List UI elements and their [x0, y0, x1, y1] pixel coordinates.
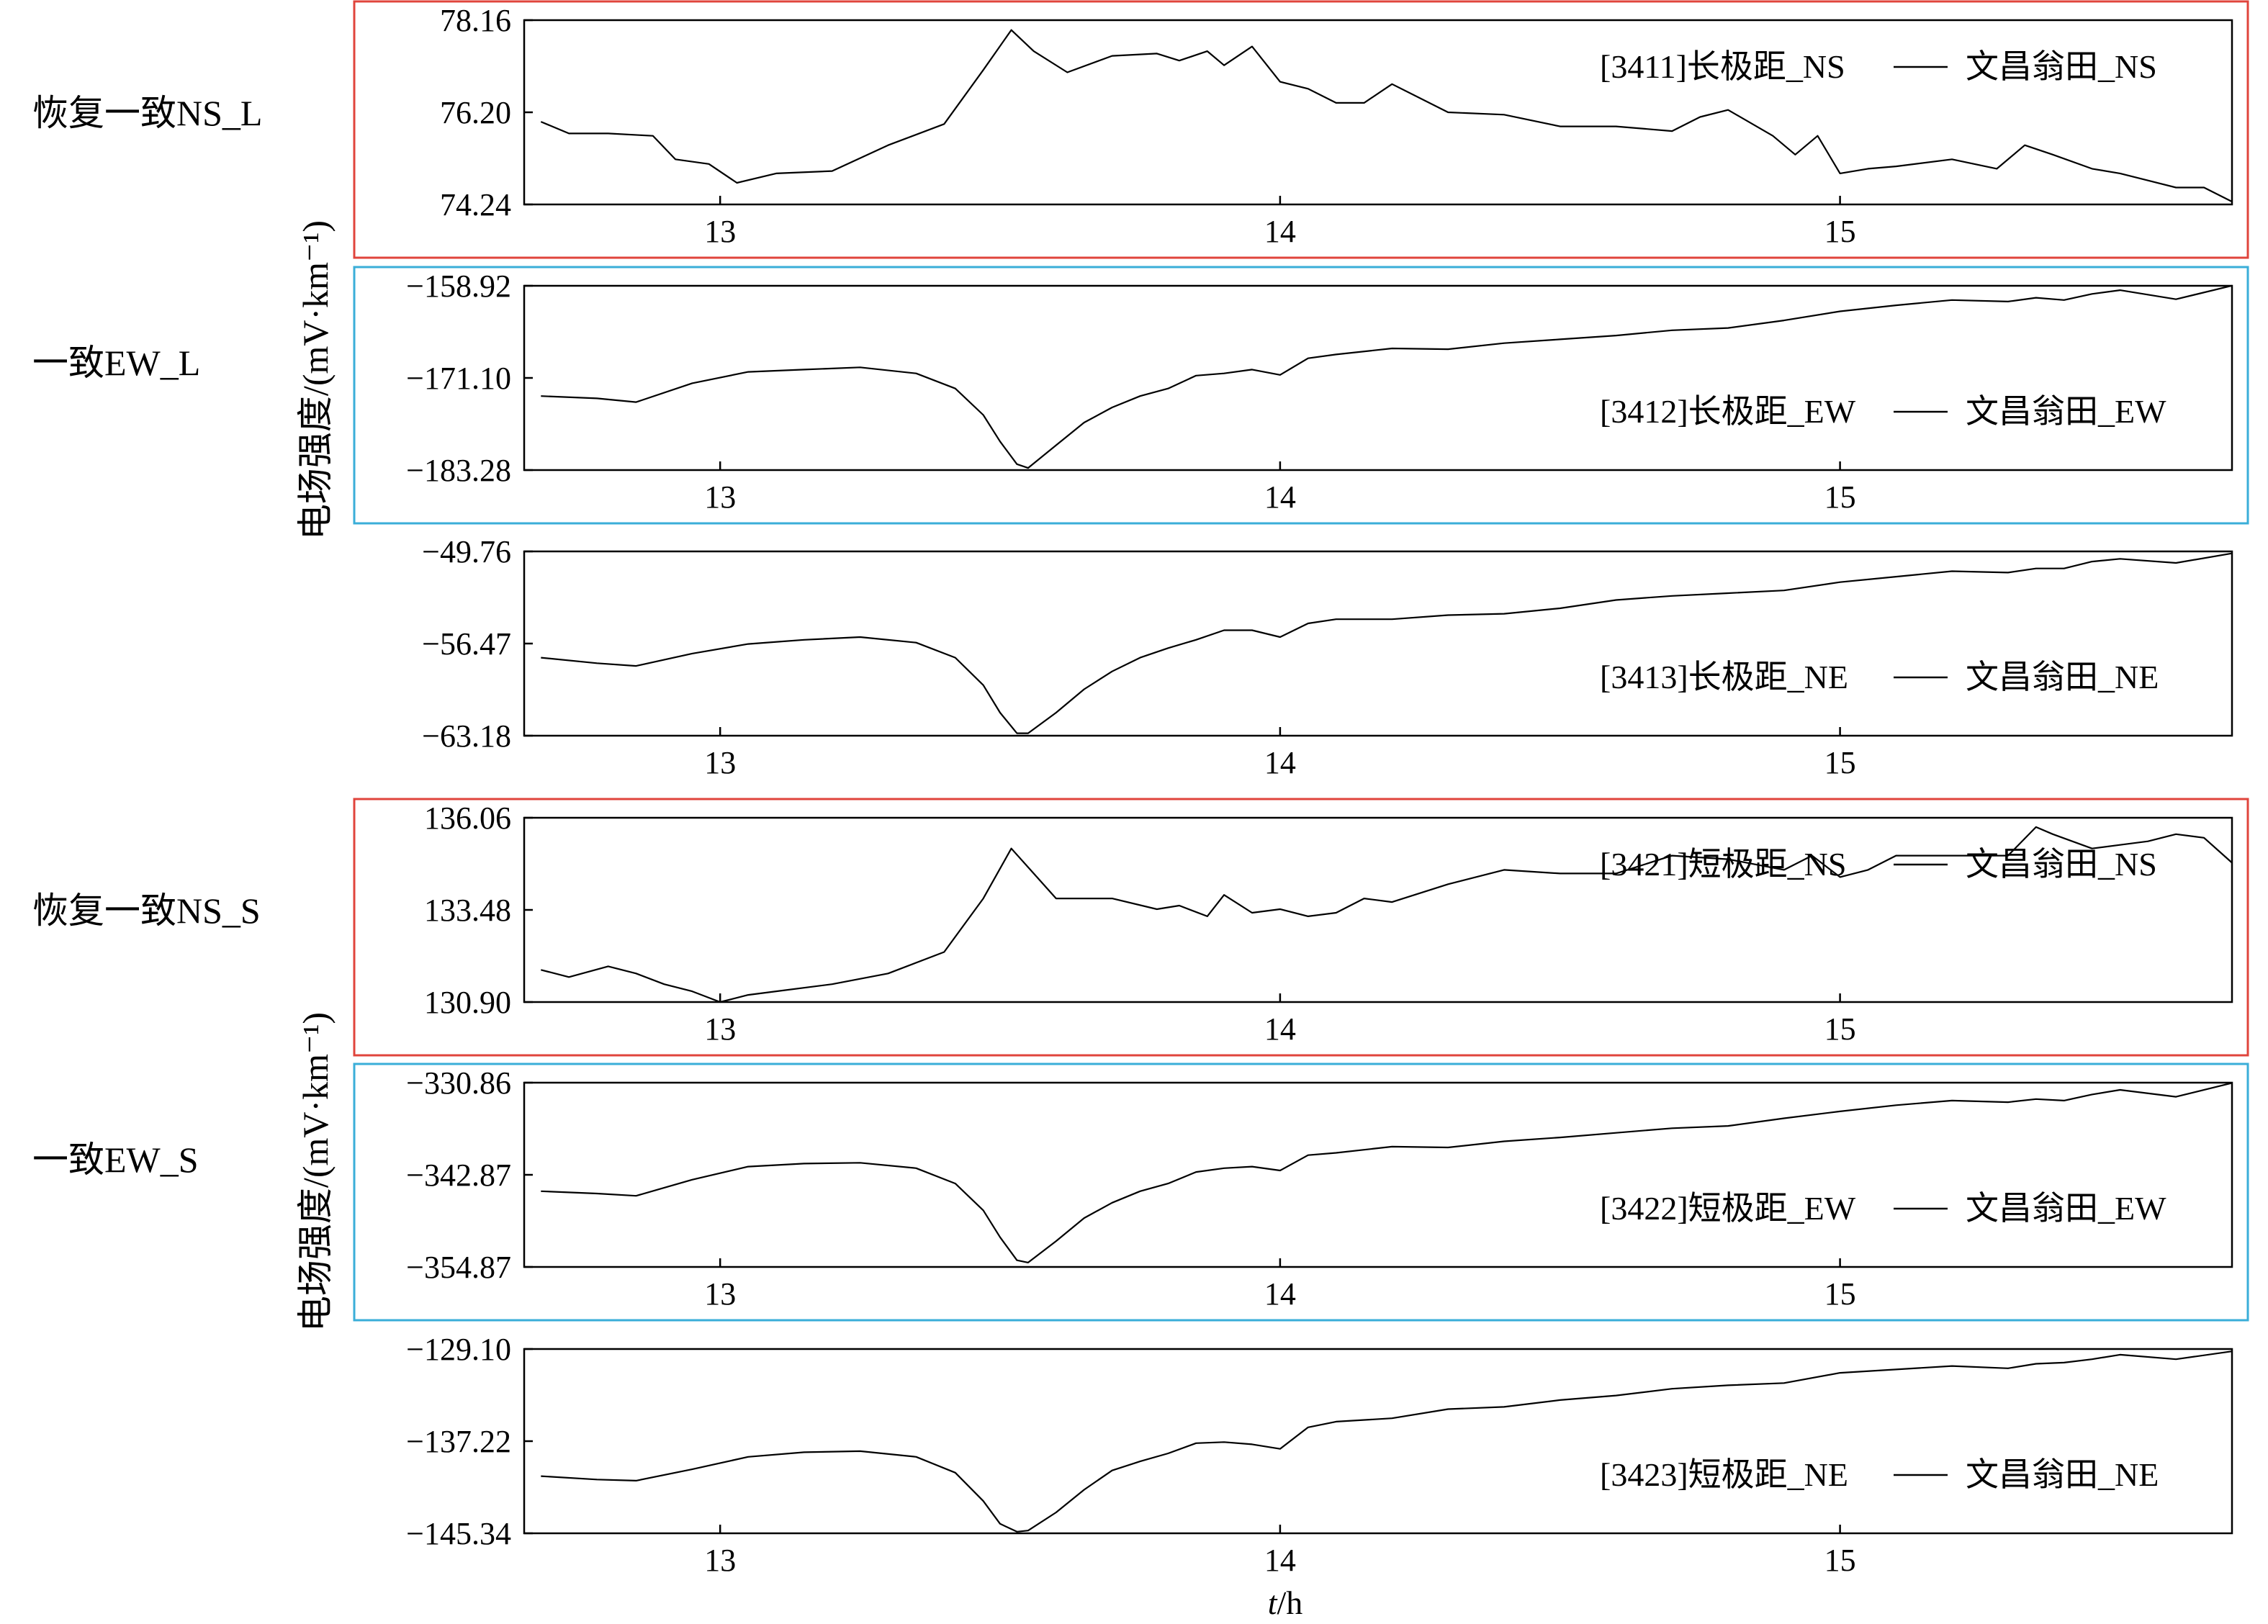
y-tick-label: −56.47 [422, 626, 511, 662]
legend: [3413]长极距_NE 文昌翁田_NE [1600, 659, 2159, 695]
legend-station-name: 文昌翁田_NE [1966, 1456, 2159, 1493]
highlight-box [353, 1063, 2249, 1322]
y-axis-label-top: 电场强度/(mV·km⁻¹) [295, 220, 336, 540]
series-line [540, 29, 2233, 203]
legend-series-name: [3411]长极距_NS [1600, 48, 1845, 85]
series-line [541, 284, 2233, 469]
y-tick-label: 133.48 [424, 893, 511, 928]
y-tick-label: −145.34 [406, 1516, 511, 1551]
y-tick-label: −330.86 [406, 1065, 511, 1101]
legend-station-name: 文昌翁田_NE [1966, 659, 2159, 695]
x-tick-label: 13 [704, 745, 736, 780]
chart-panel: 136.06 133.48 130.90 13 14 15 [3421]短极距_NS 文昌翁田… [424, 800, 2233, 1047]
side-labels: 恢复一致NS_L 一致EW_L 恢复一致NS_S 一致EW_S [32, 93, 262, 1180]
y-tick-label: 76.20 [440, 95, 511, 130]
y-tick-label: −342.87 [406, 1158, 511, 1193]
y-tick-label: −63.18 [422, 718, 511, 754]
chart-panel: 78.16 76.20 74.24 13 14 15 [3411]长极距_NS 文昌翁田_NS [440, 3, 2233, 249]
side-label: 恢复一致NS_L [32, 93, 262, 133]
x-axis-label-unit: /h [1277, 1584, 1303, 1621]
x-tick-label: 15 [1824, 214, 1856, 249]
y-tick-label: −354.87 [406, 1250, 511, 1285]
side-label: 恢复一致NS_S [32, 890, 261, 931]
chart-panel: −158.92 −171.10 −183.28 13 14 15 [3412]长极距_EW 文… [406, 269, 2233, 515]
side-label: 一致EW_L [32, 343, 200, 383]
legend-series-name: [3422]短极距_EW [1600, 1190, 1856, 1227]
chart-panel: −49.76 −56.47 −63.18 13 14 15 [3413]长极距_NE 文昌翁田… [422, 534, 2233, 780]
legend-series-name: [3421]短极距_NS [1600, 846, 1846, 883]
x-tick-label: 15 [1824, 1011, 1856, 1047]
x-tick-label: 14 [1264, 214, 1296, 249]
legend: [3421]短极距_NS 文昌翁田_NS [1600, 846, 2157, 883]
highlight-box [353, 798, 2249, 1057]
x-tick-label: 13 [704, 214, 736, 249]
legend: [3411]长极距_NS 文昌翁田_NS [1600, 48, 2157, 85]
x-tick-label: 14 [1264, 1543, 1296, 1578]
y-tick-label: −129.10 [406, 1332, 511, 1367]
x-tick-label: 15 [1824, 745, 1856, 780]
plot-frame [523, 284, 2233, 472]
x-tick-label: 14 [1264, 745, 1296, 780]
x-tick-label: 13 [704, 479, 736, 515]
x-axis-label-italic: t [1268, 1584, 1278, 1621]
series-line [541, 552, 2233, 734]
x-tick-label: 13 [704, 1543, 736, 1578]
y-tick-label: 78.16 [440, 3, 511, 38]
series-line [541, 1350, 2233, 1533]
x-tick-label: 15 [1824, 1276, 1856, 1312]
legend-series-name: [3423]短极距_NE [1600, 1456, 1848, 1493]
legend-station-name: 文昌翁田_NS [1966, 846, 2157, 883]
chart-panel: −330.86 −342.87 −354.87 13 14 15 [3422]短极距_EW 文… [406, 1065, 2233, 1312]
x-tick-label: 15 [1824, 1543, 1856, 1578]
highlight-box [353, 266, 2249, 525]
x-tick-label: 14 [1264, 479, 1296, 515]
legend: [3423]短极距_NE 文昌翁田_NE [1600, 1456, 2159, 1493]
x-tick-label: 13 [704, 1011, 736, 1047]
y-tick-label: 136.06 [424, 800, 511, 836]
legend-series-name: [3413]长极距_NE [1600, 659, 1848, 695]
legend-station-name: 文昌翁田_NS [1966, 48, 2157, 85]
plot-frame [523, 550, 2233, 737]
y-tick-label: −137.22 [406, 1424, 511, 1459]
y-tick-label: −183.28 [406, 453, 511, 488]
legend-station-name: 文昌翁田_EW [1966, 393, 2166, 430]
legend: [3412]长极距_EW 文昌翁田_EW [1600, 393, 2166, 430]
x-axis-label: t/h [1268, 1584, 1303, 1621]
chart-panel: −129.10 −137.22 −145.34 13 14 15 [3423]短极距_NE 文… [406, 1332, 2233, 1578]
plot-frame [523, 1081, 2233, 1268]
x-tick-label: 14 [1264, 1011, 1296, 1047]
side-label: 一致EW_S [32, 1140, 199, 1180]
x-tick-label: 14 [1264, 1276, 1296, 1312]
y-tick-label: 74.24 [440, 187, 511, 222]
y-tick-label: −158.92 [406, 269, 511, 304]
highlight-box [353, 0, 2249, 259]
chart-panels: 78.16 76.20 74.24 13 14 15 [3411]长极距_NS 文昌翁田_NS… [406, 3, 2233, 1578]
plot-frame [523, 1348, 2233, 1535]
x-tick-label: 13 [704, 1276, 736, 1312]
legend-series-name: [3412]长极距_EW [1600, 393, 1856, 430]
x-tick-label: 15 [1824, 479, 1856, 515]
highlight-boxes [353, 0, 2249, 1322]
y-tick-label: −171.10 [406, 361, 511, 396]
y-axis-label-bottom: 电场强度/(mV·km⁻¹) [295, 1012, 336, 1332]
series-line [541, 826, 2233, 1003]
legend-station-name: 文昌翁田_EW [1966, 1190, 2166, 1227]
y-tick-label: 130.90 [424, 985, 511, 1020]
y-tick-label: −49.76 [422, 534, 511, 569]
series-line [541, 1082, 2233, 1263]
legend: [3422]短极距_EW 文昌翁田_EW [1600, 1190, 2166, 1227]
